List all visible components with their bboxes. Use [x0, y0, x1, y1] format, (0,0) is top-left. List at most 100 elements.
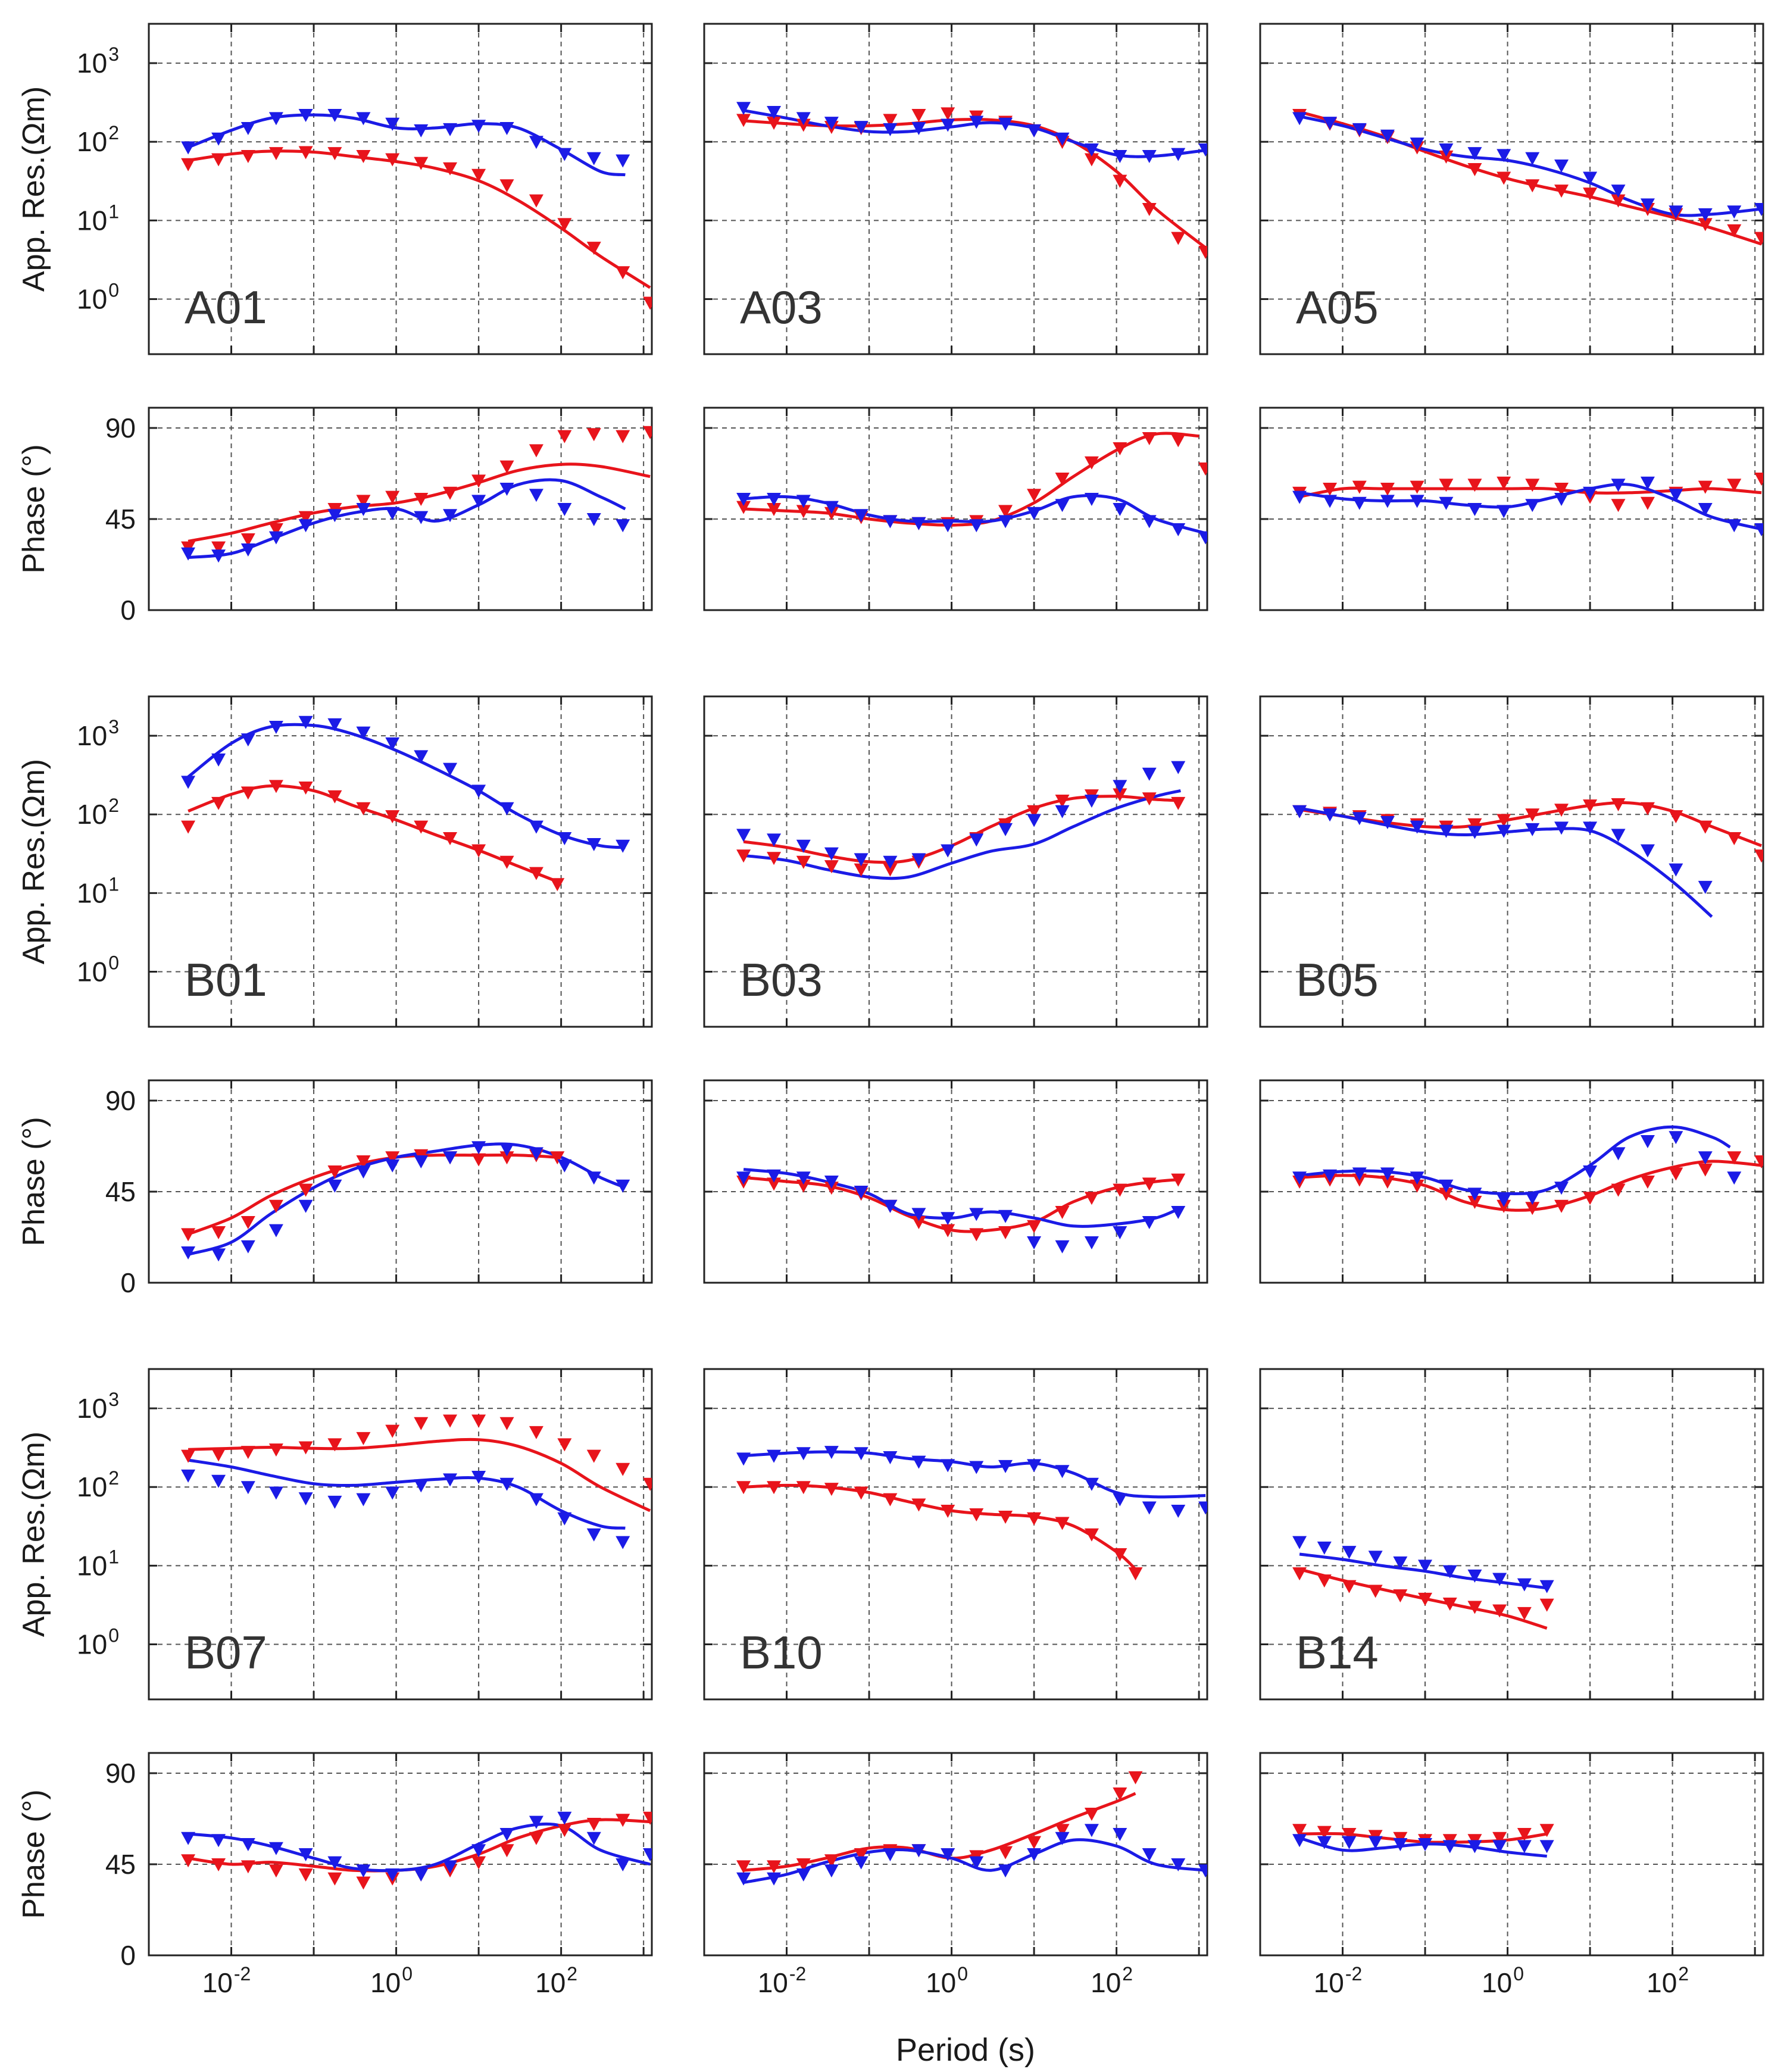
- xy-observed-point: [1410, 480, 1424, 494]
- yx-observed-point: [268, 1842, 283, 1855]
- plot-frame: [1259, 1368, 1764, 1701]
- xy-observed-point: [557, 430, 572, 443]
- xy-observed-point: [1439, 150, 1454, 164]
- phase-tick-label: 0: [120, 1940, 136, 1971]
- yx-observed-point: [736, 1872, 751, 1886]
- rho-tick-exponent: 3: [108, 716, 119, 737]
- rho-tick-label: 100: [77, 280, 119, 315]
- xy-observed-point: [643, 1811, 652, 1825]
- rho-tick-exponent: 3: [108, 43, 119, 65]
- yx-observed-point: [736, 1452, 751, 1466]
- plot-frame: [703, 1752, 1208, 1957]
- yx-observed-point: [911, 517, 926, 530]
- yx-observed-point: [1517, 1840, 1532, 1854]
- xy-observed-point: [796, 855, 811, 869]
- yx-observed-point: [356, 726, 371, 740]
- xy-model-curve: [188, 149, 651, 289]
- xy-observed-point: [1497, 476, 1511, 490]
- xy-observed-point: [1525, 479, 1540, 492]
- yx-observed-point: [883, 1848, 898, 1861]
- xy-observed-point: [969, 1228, 984, 1242]
- yx-observed-point: [356, 1165, 371, 1179]
- x-axis-title: Period (s): [896, 2032, 1035, 2068]
- xy-observed-point: [529, 194, 543, 208]
- yx-observed-point: [327, 509, 342, 523]
- phase-axis-title: Phase (°): [17, 1789, 51, 1918]
- xy-observed-point: [499, 179, 514, 193]
- rho-tick-label: 103: [77, 43, 119, 79]
- xy-observed-point: [356, 802, 371, 815]
- x-tick-label: 10-2: [202, 1963, 251, 1998]
- rho-axis-title: App. Res.(Ωm): [17, 1432, 51, 1637]
- xy-observed-point: [1084, 153, 1099, 167]
- xy-observed-point: [557, 1824, 572, 1837]
- yx-observed-point: [586, 152, 601, 165]
- yx-observed-point: [767, 493, 782, 506]
- yx-observed-point: [240, 1481, 255, 1495]
- xy-observed-point: [1027, 489, 1042, 502]
- xy-observed-point: [471, 1414, 486, 1428]
- yx-observed-point: [1467, 826, 1482, 839]
- xy-observed-point: [767, 852, 782, 865]
- xy-observed-point: [240, 1216, 255, 1229]
- yx-observed-point: [1317, 1541, 1332, 1555]
- plot-frame: [703, 23, 1208, 355]
- yx-observed-point: [1727, 519, 1742, 533]
- yx-observed-point: [1439, 1179, 1454, 1193]
- xy-model-curve: [188, 1437, 651, 1512]
- yx-observed-point: [1317, 1836, 1332, 1849]
- yx-observed-point: [1055, 1240, 1070, 1254]
- yx-observed-point: [385, 1486, 400, 1500]
- xy-observed-point: [471, 1153, 486, 1167]
- yx-observed-point: [1084, 493, 1099, 506]
- xy-observed-point: [616, 1462, 630, 1476]
- yx-observed-point: [1084, 1477, 1099, 1491]
- yx-observed-point: [941, 1848, 955, 1861]
- panel-a05-phase: [1259, 407, 1764, 611]
- station-label-b01: B01: [185, 954, 267, 1006]
- phase-tick-label: 90: [105, 1758, 136, 1789]
- yx-model-curve: [743, 1838, 1206, 1885]
- yx-observed-point: [969, 1461, 984, 1474]
- yx-observed-point: [1640, 844, 1655, 858]
- plot-frame: [148, 695, 653, 1028]
- xy-observed-point: [1027, 805, 1042, 818]
- panel-b03-phase: [703, 1079, 1208, 1284]
- xy-observed-point: [1171, 434, 1186, 448]
- yx-observed-point: [824, 847, 839, 861]
- xy-observed-point: [1669, 810, 1683, 824]
- yx-observed-point: [1497, 149, 1511, 162]
- yx-observed-point: [1467, 147, 1482, 161]
- yx-observed-point: [1292, 490, 1307, 504]
- xy-observed-point: [1467, 163, 1482, 177]
- xy-observed-point: [1055, 1206, 1070, 1219]
- xy-observed-point: [1698, 1163, 1713, 1177]
- yx-observed-point: [1292, 805, 1307, 818]
- phase-tick-label: 0: [120, 595, 136, 626]
- rho-axis-title: App. Res.(Ωm): [17, 759, 51, 964]
- yx-observed-point: [1554, 159, 1569, 173]
- yx-observed-point: [767, 1872, 782, 1886]
- yx-observed-point: [1393, 1838, 1408, 1851]
- yx-observed-point: [1084, 794, 1099, 808]
- phase-tick-label: 45: [105, 1849, 136, 1880]
- xy-observed-point: [1113, 1183, 1127, 1197]
- yx-observed-point: [883, 1451, 898, 1464]
- yx-observed-point: [557, 1159, 572, 1173]
- x-tick-label: 100: [370, 1963, 413, 1998]
- yx-observed-point: [1142, 150, 1157, 164]
- yx-observed-point: [499, 1477, 514, 1491]
- yx-observed-point: [1554, 1182, 1569, 1195]
- xy-observed-point: [1113, 788, 1127, 802]
- yx-observed-point: [211, 132, 226, 146]
- yx-model-curve: [743, 789, 1181, 880]
- plot-frame: [1259, 695, 1764, 1028]
- yx-observed-point: [385, 507, 400, 520]
- xy-model-curve: [743, 1483, 1137, 1571]
- yx-observed-point: [240, 1838, 255, 1851]
- yx-observed-point: [767, 1169, 782, 1183]
- x-tick-label: 102: [535, 1963, 577, 1998]
- xy-observed-point: [1467, 1196, 1482, 1209]
- xy-observed-point: [385, 1151, 400, 1165]
- xy-observed-point: [1292, 1567, 1307, 1581]
